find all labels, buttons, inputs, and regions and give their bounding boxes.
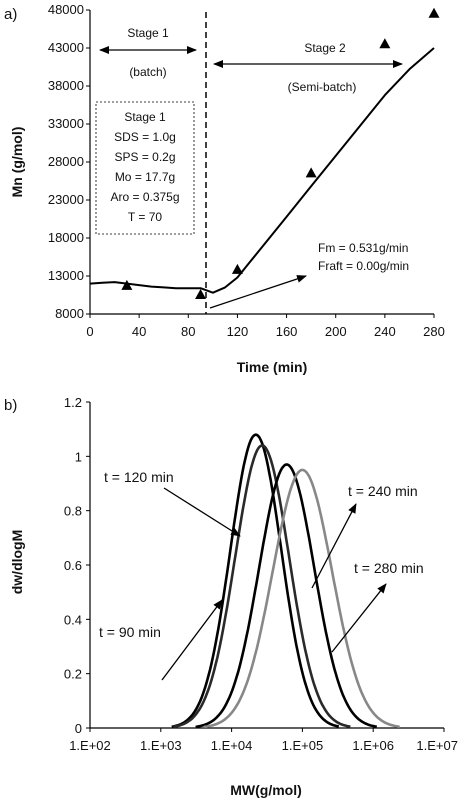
panel-a-x-axis-title: Time (min) [237, 359, 308, 375]
mn-data-point [305, 167, 317, 178]
panel-b-y-tick-label: 0.4 [64, 612, 82, 627]
panel-b-y-tick-label: 0.6 [64, 558, 82, 573]
panel-a-y-tick-label: 33000 [48, 116, 84, 131]
series-label-t240: t = 240 min [348, 483, 418, 499]
panel-a-x-tick-label: 240 [374, 324, 396, 339]
stage2-mode: (Semi-batch) [288, 80, 357, 94]
recipe-line-sps: SPS = 0.2g [114, 150, 175, 164]
mwd-curve-0 [171, 433, 340, 728]
mn-model-line [89, 47, 435, 294]
panel-a-x-tick-label: 200 [325, 324, 347, 339]
recipe-title: Stage 1 [124, 110, 166, 124]
arrow-t120 [163, 487, 241, 537]
panel-a-x-tick-label: 160 [276, 324, 298, 339]
panel-a-y-tick-label: 23000 [48, 192, 84, 207]
panel-b-data [171, 433, 400, 729]
stage2-title: Stage 2 [304, 41, 346, 55]
panel-b-x-tick-label: 1.E+04 [211, 738, 253, 753]
panel-a-y-tick-label: 13000 [48, 268, 84, 283]
panel-b-mwd: b) dw/dlogM MW(g/mol) 1.E+02 1.E+03 1.E+04… [4, 395, 458, 798]
arrow-t90 [161, 599, 223, 681]
panel-a-label: a) [4, 6, 17, 23]
recipe-line-temp: T = 70 [128, 210, 162, 224]
mn-data-point [121, 279, 133, 290]
panel-a-y-tick-label: 38000 [48, 78, 84, 93]
mn-data-point [195, 289, 207, 299]
arrow-t280 [331, 583, 387, 653]
panel-a-x-tick-label: 0 [86, 324, 93, 339]
stage1-title: Stage 1 [127, 26, 169, 40]
panel-a-y-tick-label: 28000 [48, 154, 84, 169]
panel-a-tick-labels: 0 40 80 120 160 200 240 280 8000 13000 18000 23000 2… [48, 2, 445, 339]
panel-b-x-tick-label: 1.E+05 [282, 738, 324, 753]
panel-a-mn-vs-time: a) Mn (g/mol) Time (min) 0 40 80 120 160 200 2… [4, 2, 445, 375]
panel-a-x-tick-label: 80 [181, 324, 195, 339]
panel-a-y-tick-label: 8000 [55, 306, 84, 321]
series-label-t90: t = 90 min [99, 624, 161, 640]
panel-a-y-tick-label: 48000 [48, 2, 84, 17]
panel-b-y-tick-label: 1.2 [64, 395, 82, 410]
panel-a-x-tick-label: 40 [132, 324, 146, 339]
recipe-line-mo: Mo = 17.7g [115, 170, 175, 184]
panel-b-y-tick-label: 0.8 [64, 504, 82, 519]
mn-data-point [231, 263, 243, 274]
panel-a-axes [86, 9, 435, 318]
series-label-t280: t = 280 min [354, 560, 424, 576]
panel-b-x-tick-label: 1.E+02 [69, 738, 111, 753]
recipe-line-sds: SDS = 1.0g [114, 130, 176, 144]
panel-a-data [89, 7, 440, 299]
recipe-box [95, 101, 195, 235]
panel-b-x-tick-label: 1.E+06 [352, 738, 394, 753]
panel-a-x-tick-label: 280 [423, 324, 445, 339]
panel-b-x-tick-label: 1.E+07 [416, 738, 458, 753]
panel-b-y-tick-label: 1 [75, 449, 82, 464]
panel-b-x-tick-label: 1.E+03 [140, 738, 182, 753]
mwd-curve-1 [173, 444, 351, 729]
panel-b-label: b) [4, 397, 17, 414]
panel-b-y-tick-label: 0.2 [64, 667, 82, 682]
panel-b-y-tick-label: 0 [75, 721, 82, 736]
mwd-curve-2 [195, 463, 377, 729]
feed-line-fraft: Fraft = 0.00g/min [318, 259, 409, 273]
panel-a-x-tick-label: 120 [227, 324, 249, 339]
stage1-mode: (batch) [129, 65, 166, 79]
panel-a-y-tick-label: 43000 [48, 40, 84, 55]
panel-b-x-axis-title: MW(g/mol) [230, 782, 302, 798]
panel-a-y-tick-label: 18000 [48, 230, 84, 245]
mn-data-point [379, 38, 391, 49]
mwd-curve-3 [204, 468, 400, 729]
arrow-t240 [311, 503, 357, 589]
panel-a-y-axis-title: Mn (g/mol) [9, 127, 25, 198]
series-label-t120: t = 120 min [104, 469, 174, 485]
panel-b-tick-labels: 1.E+02 1.E+03 1.E+04 1.E+05 1.E+06 1.E+07 0 0.2… [64, 395, 458, 753]
panel-b-axes [86, 401, 445, 732]
feed-arrow [209, 275, 307, 309]
panel-b-y-axis-title: dw/dlogM [9, 530, 25, 595]
recipe-line-aro: Aro = 0.375g [110, 190, 179, 204]
mn-data-point [428, 7, 440, 18]
feed-line-fm: Fm = 0.531g/min [318, 241, 408, 255]
